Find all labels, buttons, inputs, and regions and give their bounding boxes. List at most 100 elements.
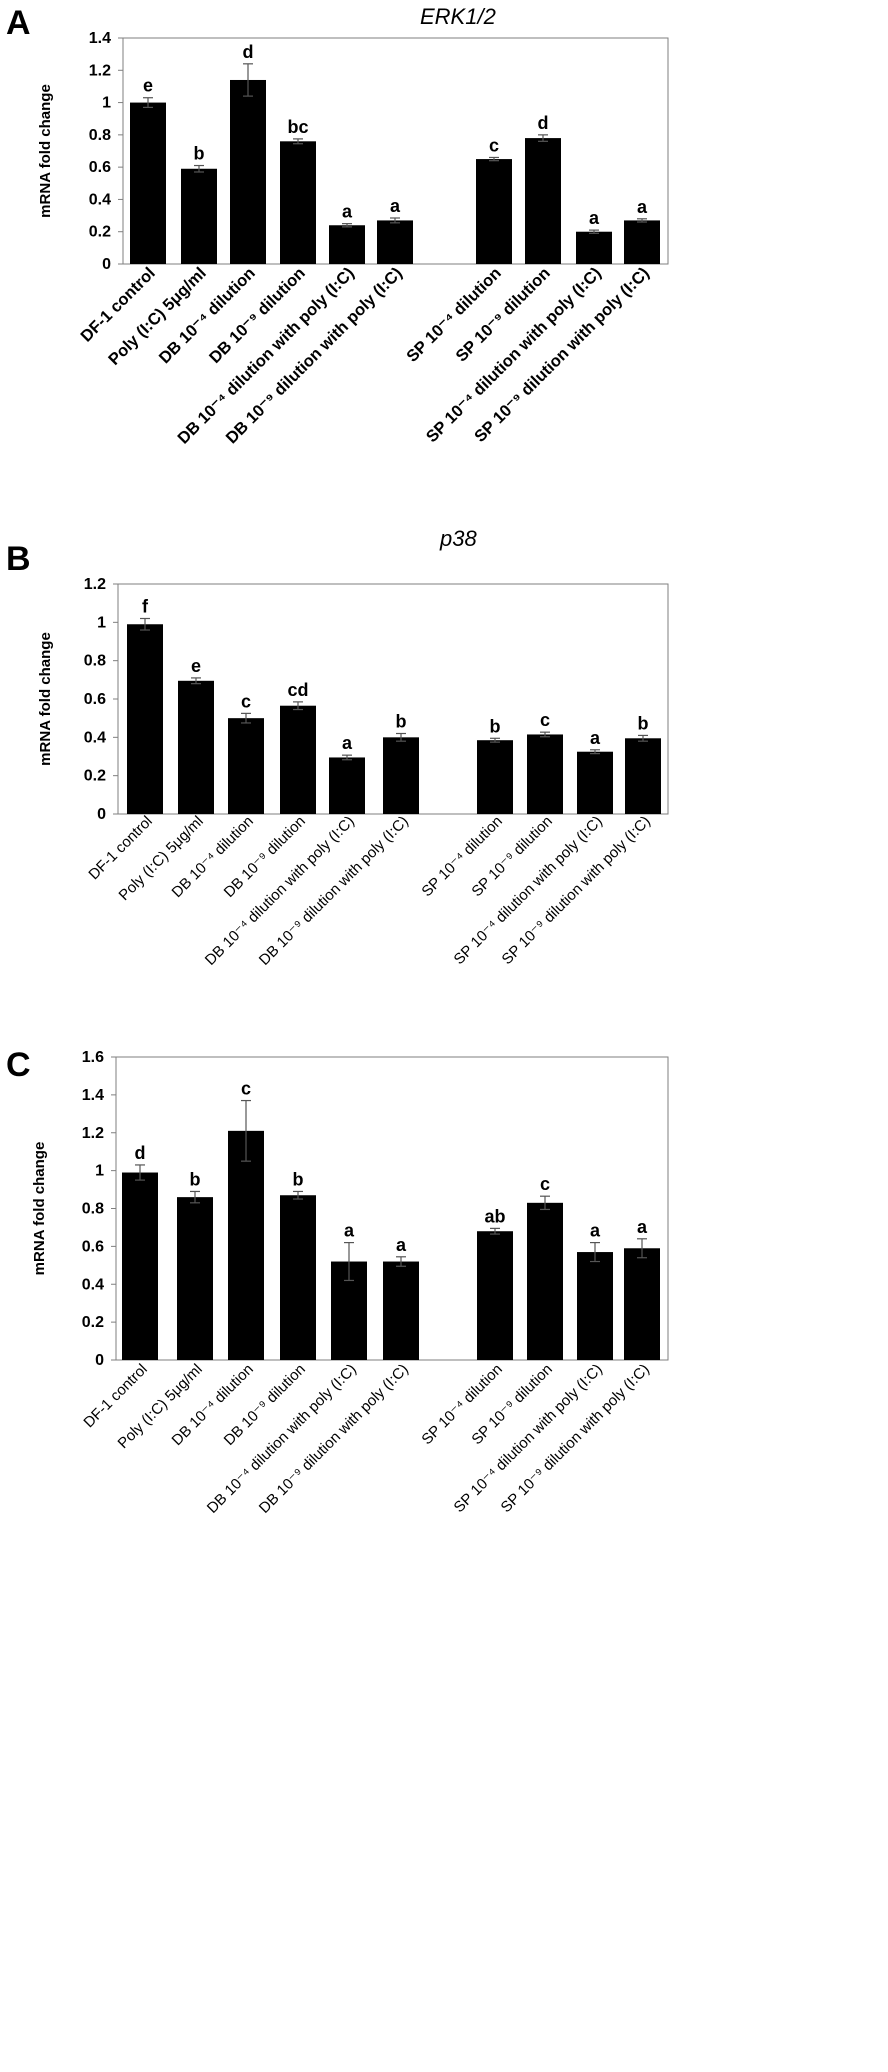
significance-label: a bbox=[344, 1221, 355, 1241]
bar bbox=[577, 1252, 613, 1360]
significance-label: ab bbox=[484, 1206, 505, 1226]
significance-label: c bbox=[241, 1079, 251, 1099]
bar bbox=[527, 1202, 563, 1360]
panel-letter-b: B bbox=[6, 540, 31, 578]
bar bbox=[280, 1195, 316, 1360]
bar bbox=[477, 740, 513, 814]
significance-label: a bbox=[590, 1221, 601, 1241]
significance-label: c bbox=[489, 135, 499, 155]
y-tick-label: 1.2 bbox=[89, 62, 111, 79]
significance-label: e bbox=[143, 76, 153, 96]
bar bbox=[228, 1130, 264, 1360]
y-tick-label: 0.8 bbox=[84, 653, 106, 670]
chart-panel-c: C 0 0.2 0.4 0.6 0.8 1 1.2 1.4 1.6 mRNA fold chang… bbox=[0, 1030, 888, 2072]
significance-label: c bbox=[540, 1174, 550, 1194]
y-tick-label: 0.2 bbox=[82, 1314, 104, 1331]
bar bbox=[178, 680, 214, 814]
category-label: DB 10⁻⁹ dilution with poly (I:C) bbox=[223, 264, 406, 447]
panel-letter-c: C bbox=[6, 1046, 31, 1084]
significance-label: b bbox=[490, 716, 501, 736]
bar bbox=[280, 141, 316, 264]
y-tick-label: 0 bbox=[95, 1352, 104, 1369]
chart-title-a: ERK1/2 bbox=[420, 4, 496, 29]
significance-label: b bbox=[293, 1169, 304, 1189]
significance-label: b bbox=[194, 144, 205, 164]
bar bbox=[329, 757, 365, 814]
significance-label: d bbox=[243, 42, 254, 62]
significance-label: e bbox=[191, 656, 201, 676]
significance-label: b bbox=[396, 712, 407, 732]
y-tick-label: 1.2 bbox=[82, 1125, 104, 1142]
significance-label: a bbox=[342, 202, 353, 222]
significance-label: a bbox=[637, 1217, 648, 1237]
bar bbox=[577, 751, 613, 814]
bar bbox=[122, 1172, 158, 1360]
chart-svg-c: 0 0.2 0.4 0.6 0.8 1 1.2 1.4 1.6 mRNA fold change d… bbox=[31, 1049, 669, 1517]
bar bbox=[525, 138, 561, 264]
significance-label: c bbox=[540, 710, 550, 730]
bar bbox=[576, 231, 612, 264]
bar bbox=[377, 220, 413, 264]
y-tick-label: 0.8 bbox=[89, 127, 111, 144]
bar bbox=[383, 737, 419, 814]
y-tick-label: 1.2 bbox=[84, 576, 106, 593]
y-tick-label: 0.8 bbox=[82, 1201, 104, 1218]
significance-label: c bbox=[241, 691, 251, 711]
y-tick-label: 0.6 bbox=[84, 691, 106, 708]
significance-label: d bbox=[538, 113, 549, 133]
significance-label: a bbox=[590, 728, 601, 748]
y-tick-label: 1 bbox=[97, 614, 106, 631]
y-tick-label: 0 bbox=[97, 806, 106, 823]
bar bbox=[177, 1197, 213, 1360]
category-label: DB 10⁻⁴ dilution with poly (I:C) bbox=[174, 264, 357, 447]
y-tick-label: 0.4 bbox=[82, 1276, 104, 1293]
bar bbox=[624, 220, 660, 264]
y-tick-label: 1.6 bbox=[82, 1049, 104, 1066]
significance-label: cd bbox=[287, 680, 308, 700]
significance-label: b bbox=[190, 1169, 201, 1189]
significance-label: a bbox=[589, 208, 600, 228]
y-axis-title: mRNA fold change bbox=[31, 1142, 48, 1276]
significance-label: f bbox=[142, 597, 149, 617]
bar bbox=[181, 168, 217, 264]
bar bbox=[527, 734, 563, 814]
chart-title-b: p38 bbox=[440, 526, 477, 551]
y-axis-title: mRNA fold change bbox=[37, 632, 54, 766]
category-label: SP 10⁻⁹ dilution bbox=[452, 264, 553, 365]
y-tick-label: 1 bbox=[95, 1163, 104, 1180]
bar bbox=[230, 79, 266, 264]
category-label: SP 10⁻⁹ dilution with poly (I:C) bbox=[471, 264, 653, 446]
y-tick-label: 0.6 bbox=[89, 159, 111, 176]
bar bbox=[625, 738, 661, 814]
bar bbox=[329, 225, 365, 264]
y-tick-label: 0.6 bbox=[82, 1238, 104, 1255]
bar bbox=[624, 1248, 660, 1360]
bar bbox=[228, 718, 264, 814]
significance-label: bc bbox=[287, 117, 308, 137]
panel-letter-a: A bbox=[6, 4, 31, 42]
y-tick-label: 0.4 bbox=[84, 729, 106, 746]
significance-label: d bbox=[135, 1143, 146, 1163]
y-tick-label: 1.4 bbox=[82, 1087, 104, 1104]
chart-panel-b: B p38 0 0.2 0.4 0.6 0.8 1 1.2 mRNA fold change f… bbox=[0, 526, 888, 1395]
chart-panel-a: A ERK1/2 0 0.2 0.4 0.6 0.8 1 1.2 1.4 mRNA fold c… bbox=[0, 0, 888, 556]
y-tick-label: 0 bbox=[102, 256, 111, 273]
bar bbox=[280, 705, 316, 814]
bar bbox=[130, 102, 166, 264]
significance-label: b bbox=[638, 713, 649, 733]
bar bbox=[383, 1261, 419, 1360]
y-axis-title: mRNA fold change bbox=[37, 84, 54, 218]
y-tick-label: 1.4 bbox=[89, 30, 111, 47]
bar bbox=[476, 159, 512, 264]
bar bbox=[477, 1231, 513, 1360]
significance-label: a bbox=[342, 733, 353, 753]
y-tick-label: 0.4 bbox=[89, 191, 111, 208]
significance-label: a bbox=[637, 197, 648, 217]
y-tick-label: 0.2 bbox=[84, 768, 106, 785]
significance-label: a bbox=[396, 1235, 407, 1255]
y-tick-label: 0.2 bbox=[89, 224, 111, 241]
y-tick-label: 1 bbox=[102, 95, 111, 112]
significance-label: a bbox=[390, 196, 401, 216]
